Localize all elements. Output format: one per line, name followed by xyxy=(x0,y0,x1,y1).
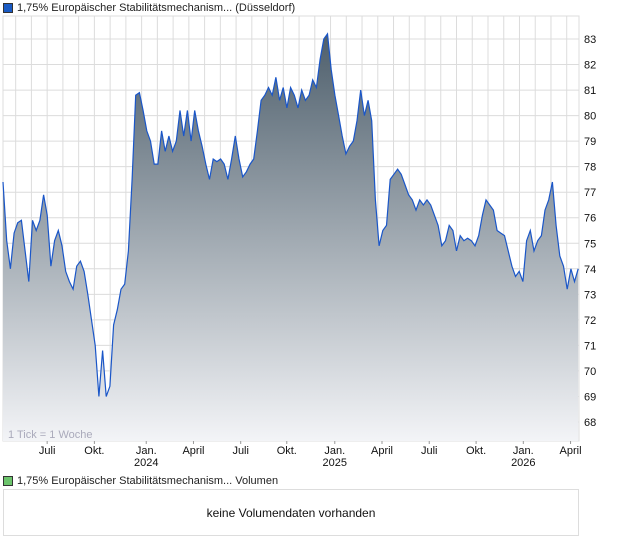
y-tick-label: 82 xyxy=(584,60,596,72)
x-tick-label: April xyxy=(182,445,204,457)
volume-legend-label: 1,75% Europäischer Stabilitätsmechanism.… xyxy=(17,475,279,487)
price-line xyxy=(2,32,579,397)
x-tick-year: 2024 xyxy=(134,457,158,469)
y-tick-label: 78 xyxy=(584,162,596,174)
y-tick-label: 70 xyxy=(584,366,596,378)
price-chart: 68 69 70 71 72 73 74 75 76 77 78 79 80 81 82 83 1 Tick =… xyxy=(2,15,596,469)
volume-legend: 1,75% Europäischer Stabilitätsmechanism.… xyxy=(3,475,278,487)
price-legend-swatch xyxy=(3,3,13,13)
x-tick-label: Okt. xyxy=(84,445,104,457)
x-tick-label: Okt. xyxy=(466,445,486,457)
price-legend-label: 1,75% Europäischer Stabilitätsmechanism.… xyxy=(17,2,296,14)
price-legend: 1,75% Europäischer Stabilitätsmechanism.… xyxy=(3,2,295,14)
x-tick-label: Jan. xyxy=(513,445,534,457)
x-tick-label: Okt. xyxy=(277,445,297,457)
y-tick-label: 68 xyxy=(584,417,596,429)
y-tick-label: 69 xyxy=(584,391,596,403)
x-tick-label: Juli xyxy=(39,445,56,457)
y-tick-label: 83 xyxy=(584,34,596,46)
volume-legend-swatch xyxy=(3,476,13,486)
y-tick-label: 71 xyxy=(584,340,596,352)
y-tick-label: 74 xyxy=(584,264,596,276)
x-tick-year: 2026 xyxy=(511,457,535,469)
x-tick-label: Juli xyxy=(232,445,249,457)
price-area xyxy=(3,33,579,442)
y-tick-label: 79 xyxy=(584,136,596,148)
x-tick-year: 2025 xyxy=(323,457,347,469)
x-tick-label: Juli xyxy=(421,445,438,457)
y-tick-label: 77 xyxy=(584,187,596,199)
x-tick-label: Jan. xyxy=(324,445,345,457)
y-tick-label: 76 xyxy=(584,213,596,225)
x-tick-label: April xyxy=(371,445,393,457)
y-tick-label: 80 xyxy=(584,111,596,123)
tick-note: 1 Tick = 1 Woche xyxy=(8,429,92,441)
y-tick-label: 72 xyxy=(584,315,596,327)
volume-panel: keine Volumendaten vorhanden xyxy=(3,489,579,536)
y-tick-label: 75 xyxy=(584,238,596,250)
x-tick-label: April xyxy=(560,445,582,457)
x-tick-label: Jan. xyxy=(136,445,157,457)
y-tick-label: 73 xyxy=(584,289,596,301)
volume-empty-message: keine Volumendaten vorhanden xyxy=(206,505,376,520)
y-tick-label: 81 xyxy=(584,85,596,97)
